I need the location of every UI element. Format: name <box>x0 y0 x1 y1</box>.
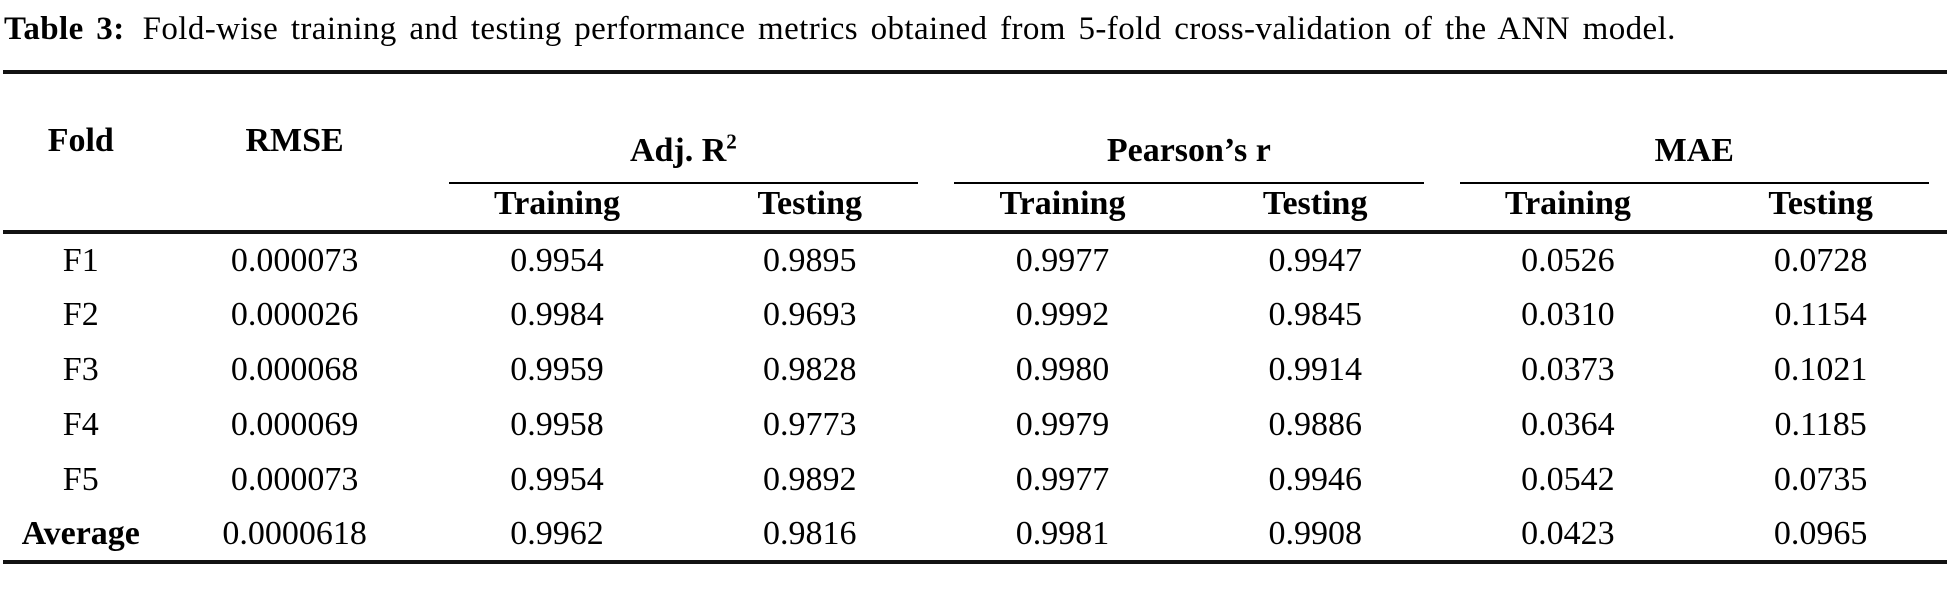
cell-adj-r2-training: 0.9954 <box>510 460 604 498</box>
group-header-pearsons-r: Pearson’s r <box>936 72 1441 184</box>
cell-pearson-testing: 0.9946 <box>1268 460 1362 498</box>
table-row-f3: F3 0.000068 0.9959 0.9828 0.9980 0.9914 … <box>3 342 1947 397</box>
group-header-adj-r2-underline: Adj. R2 <box>448 112 919 184</box>
cell-mae-training: 0.0310 <box>1521 295 1615 333</box>
cell-pearson-training: 0.9977 <box>1015 460 1110 498</box>
subheader-row: Training Testing Training Testing Traini… <box>3 184 1947 232</box>
cell-adj-r2-testing: 0.9816 <box>763 514 857 552</box>
group-header-adj-r2-label: Adj. R <box>629 132 727 169</box>
cell-mae-training: 0.0364 <box>1521 405 1615 443</box>
cell-pearson-testing: 0.9886 <box>1268 405 1362 443</box>
cell-fold-label: F3 <box>62 350 99 388</box>
cell-mae-training: 0.0373 <box>1521 350 1615 388</box>
subheader-pearsons-r-training: Training <box>999 185 1126 222</box>
subheader-adj-r2-training: Training <box>494 185 621 222</box>
cell-mae-training: 0.0542 <box>1521 460 1615 498</box>
cell-fold-label: F1 <box>3 230 159 287</box>
table-caption: Table 3: Fold-wise training and testing p… <box>0 0 1950 52</box>
column-header-rmse: RMSE <box>245 122 344 159</box>
cell-mae-testing: 0.1154 <box>1774 295 1867 333</box>
subheader-adj-r2-testing: Testing <box>757 185 863 222</box>
cell-rmse: 0.000026 <box>230 295 359 333</box>
cell-mae-training: 0.0526 <box>1441 230 1695 287</box>
column-header-fold: Fold <box>47 122 114 159</box>
cell-mae-training: 0.0423 <box>1521 514 1615 552</box>
cell-fold-label: Average <box>21 514 140 552</box>
cell-rmse: 0.0000618 <box>222 514 367 552</box>
cell-fold-label: F5 <box>62 460 99 498</box>
table-caption-label: Table 3: <box>4 11 125 47</box>
metrics-table: Fold RMSE Adj. R2 Pearson’s r MAE Traini… <box>3 70 1947 564</box>
cell-rmse: 0.000073 <box>158 230 431 287</box>
cell-mae-testing: 0.1021 <box>1773 350 1868 388</box>
cell-adj-r2-training: 0.9959 <box>510 350 604 388</box>
group-header-mae: MAE <box>1442 72 1947 184</box>
table-row-f5: F5 0.000073 0.9954 0.9892 0.9977 0.9946 … <box>3 452 1947 507</box>
cell-pearson-training: 0.9992 <box>1015 295 1110 333</box>
cell-pearson-training: 0.9977 <box>936 230 1189 287</box>
subheader-pearsons-r-testing: Testing <box>1262 185 1368 222</box>
table-row-f4: F4 0.000069 0.9958 0.9773 0.9979 0.9886 … <box>3 397 1947 452</box>
cell-fold-label: F2 <box>62 295 99 333</box>
group-header-mae-label: MAE <box>1654 132 1734 169</box>
group-header-row: Fold RMSE Adj. R2 Pearson’s r MAE <box>3 72 1947 184</box>
table-row-f1: F1 0.000073 0.9954 0.9895 0.9977 0.9947 … <box>3 230 1947 287</box>
cell-adj-r2-testing: 0.9773 <box>763 405 857 443</box>
subheader-mae-training: Training <box>1504 185 1631 222</box>
group-header-pearsons-r-label: Pearson’s r <box>1106 132 1271 169</box>
cell-adj-r2-training: 0.9958 <box>510 405 604 443</box>
table-row-f2: F2 0.000026 0.9984 0.9693 0.9992 0.9845 … <box>3 287 1947 342</box>
group-header-mae-underline: MAE <box>1459 112 1929 184</box>
cell-mae-testing: 0.0735 <box>1773 460 1868 498</box>
cell-pearson-testing: 0.9947 <box>1188 230 1442 287</box>
cell-fold-label: F4 <box>62 405 99 443</box>
cell-adj-r2-training: 0.9984 <box>510 295 604 333</box>
cell-mae-testing: 0.0965 <box>1773 514 1868 552</box>
cell-adj-r2-training: 0.9954 <box>430 230 684 287</box>
cell-rmse: 0.000073 <box>230 460 359 498</box>
subheader-mae-testing: Testing <box>1768 185 1873 222</box>
cell-rmse: 0.000068 <box>230 350 359 388</box>
cell-adj-r2-training: 0.9962 <box>510 514 604 552</box>
cell-mae-testing: 0.1185 <box>1774 405 1867 443</box>
cell-adj-r2-testing: 0.9895 <box>683 230 937 287</box>
group-header-adj-r2: Adj. R2 <box>431 72 936 184</box>
cell-pearson-testing: 0.9845 <box>1268 295 1362 333</box>
cell-adj-r2-testing: 0.9693 <box>763 295 857 333</box>
cell-rmse: 0.000069 <box>230 405 359 443</box>
table-caption-text: Fold-wise training and testing performan… <box>142 11 1676 47</box>
cell-pearson-testing: 0.9914 <box>1268 350 1362 388</box>
cell-adj-r2-testing: 0.9828 <box>763 350 857 388</box>
group-header-pearsons-r-underline: Pearson’s r <box>954 112 1424 184</box>
cell-pearson-training: 0.9979 <box>1015 405 1110 443</box>
cell-adj-r2-testing: 0.9892 <box>763 460 857 498</box>
cell-pearson-training: 0.9981 <box>1015 514 1110 552</box>
group-header-adj-r2-sup: 2 <box>726 129 737 154</box>
cell-pearson-testing: 0.9908 <box>1268 514 1362 552</box>
table-row-average: Average 0.0000618 0.9962 0.9816 0.9981 0… <box>3 507 1947 562</box>
cell-mae-testing: 0.0728 <box>1694 230 1947 287</box>
cell-pearson-training: 0.9980 <box>1015 350 1110 388</box>
